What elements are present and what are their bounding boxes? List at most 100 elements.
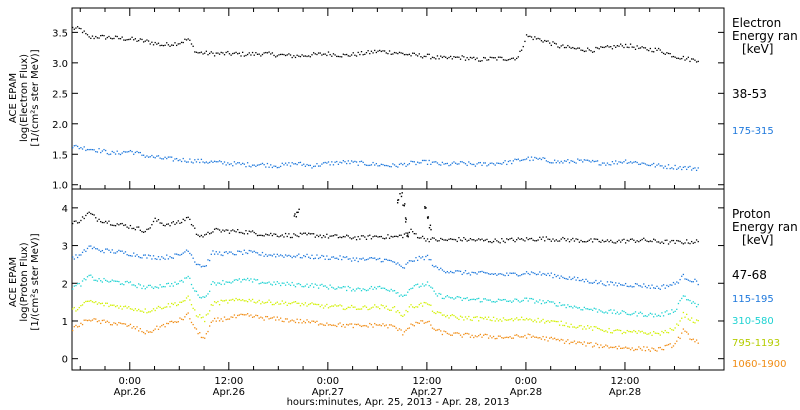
data-point — [549, 238, 551, 241]
data-point — [654, 166, 656, 168]
data-point — [339, 304, 341, 306]
data-point — [209, 161, 211, 164]
data-point — [636, 161, 638, 164]
data-point — [303, 286, 305, 288]
data-point — [669, 343, 671, 345]
data-point — [507, 300, 510, 303]
data-point — [616, 45, 619, 47]
data-point — [95, 318, 97, 320]
data-point — [540, 158, 543, 161]
data-point — [662, 331, 665, 334]
data-point — [407, 164, 409, 166]
data-point — [308, 232, 310, 234]
data-point — [149, 255, 151, 257]
data-point — [506, 319, 508, 321]
data-point — [684, 242, 686, 244]
data-point — [476, 163, 478, 165]
data-point — [568, 46, 571, 48]
data-point — [428, 159, 430, 162]
data-point — [537, 337, 539, 339]
data-point — [322, 162, 325, 164]
data-point — [76, 145, 79, 148]
data-point — [671, 309, 673, 311]
data-point — [128, 254, 130, 257]
data-point — [133, 284, 135, 286]
data-point — [207, 293, 209, 295]
data-point — [514, 298, 516, 300]
data-point — [578, 47, 581, 49]
data-point — [620, 161, 622, 163]
data-point — [383, 258, 386, 261]
data-point — [471, 298, 473, 301]
data-point — [629, 314, 632, 316]
data-point — [522, 319, 524, 321]
data-point — [608, 240, 610, 243]
data-point — [86, 300, 89, 302]
data-point — [539, 271, 541, 273]
data-point — [357, 287, 359, 289]
data-point — [350, 260, 353, 262]
data-point — [240, 55, 242, 57]
data-point — [245, 54, 247, 57]
data-point — [382, 260, 384, 263]
data-point — [565, 160, 567, 162]
data-point — [93, 246, 95, 248]
data-point — [430, 324, 432, 326]
data-point — [570, 239, 572, 241]
data-point — [463, 272, 465, 274]
data-point — [441, 238, 444, 241]
data-point — [119, 250, 122, 252]
data-point — [653, 162, 655, 165]
data-point — [336, 325, 338, 328]
data-point — [311, 283, 313, 285]
data-point — [245, 300, 247, 302]
data-point — [664, 287, 666, 289]
data-point — [73, 326, 75, 328]
data-point — [251, 51, 254, 54]
data-point — [210, 304, 212, 306]
data-point — [501, 56, 503, 59]
data-point — [260, 55, 262, 57]
data-point — [379, 257, 381, 260]
data-point — [166, 322, 168, 325]
data-point — [210, 232, 212, 234]
data-point — [248, 230, 250, 232]
electron-y-tick-label: 2.5 — [52, 89, 68, 100]
data-point — [174, 42, 176, 44]
data-point — [397, 262, 399, 264]
data-point — [633, 161, 635, 163]
data-point — [195, 328, 198, 330]
data-point — [595, 46, 597, 49]
data-point — [390, 309, 392, 311]
data-point — [167, 282, 170, 285]
data-point — [598, 240, 600, 243]
data-point — [463, 236, 465, 239]
data-point — [128, 324, 130, 327]
data-point — [621, 284, 623, 286]
data-point — [329, 284, 331, 286]
data-point — [672, 345, 675, 347]
data-point — [484, 298, 486, 300]
data-point — [111, 150, 113, 153]
data-point — [177, 159, 179, 162]
data-point — [207, 231, 209, 234]
data-point — [620, 347, 622, 350]
data-point — [400, 162, 402, 165]
data-point — [459, 58, 462, 60]
data-point — [393, 289, 396, 292]
electron-y-tick-label: 3.5 — [52, 28, 68, 39]
data-point — [600, 344, 602, 346]
data-point — [232, 253, 234, 255]
data-point — [154, 328, 156, 330]
data-point — [357, 308, 359, 310]
data-point — [106, 36, 108, 39]
data-point — [268, 166, 270, 168]
data-point — [159, 157, 161, 159]
data-point — [573, 305, 576, 307]
data-point — [311, 233, 313, 235]
data-point — [506, 59, 508, 62]
data-point — [390, 53, 392, 55]
data-point — [697, 342, 699, 344]
data-point — [577, 47, 579, 49]
data-point — [337, 236, 340, 239]
